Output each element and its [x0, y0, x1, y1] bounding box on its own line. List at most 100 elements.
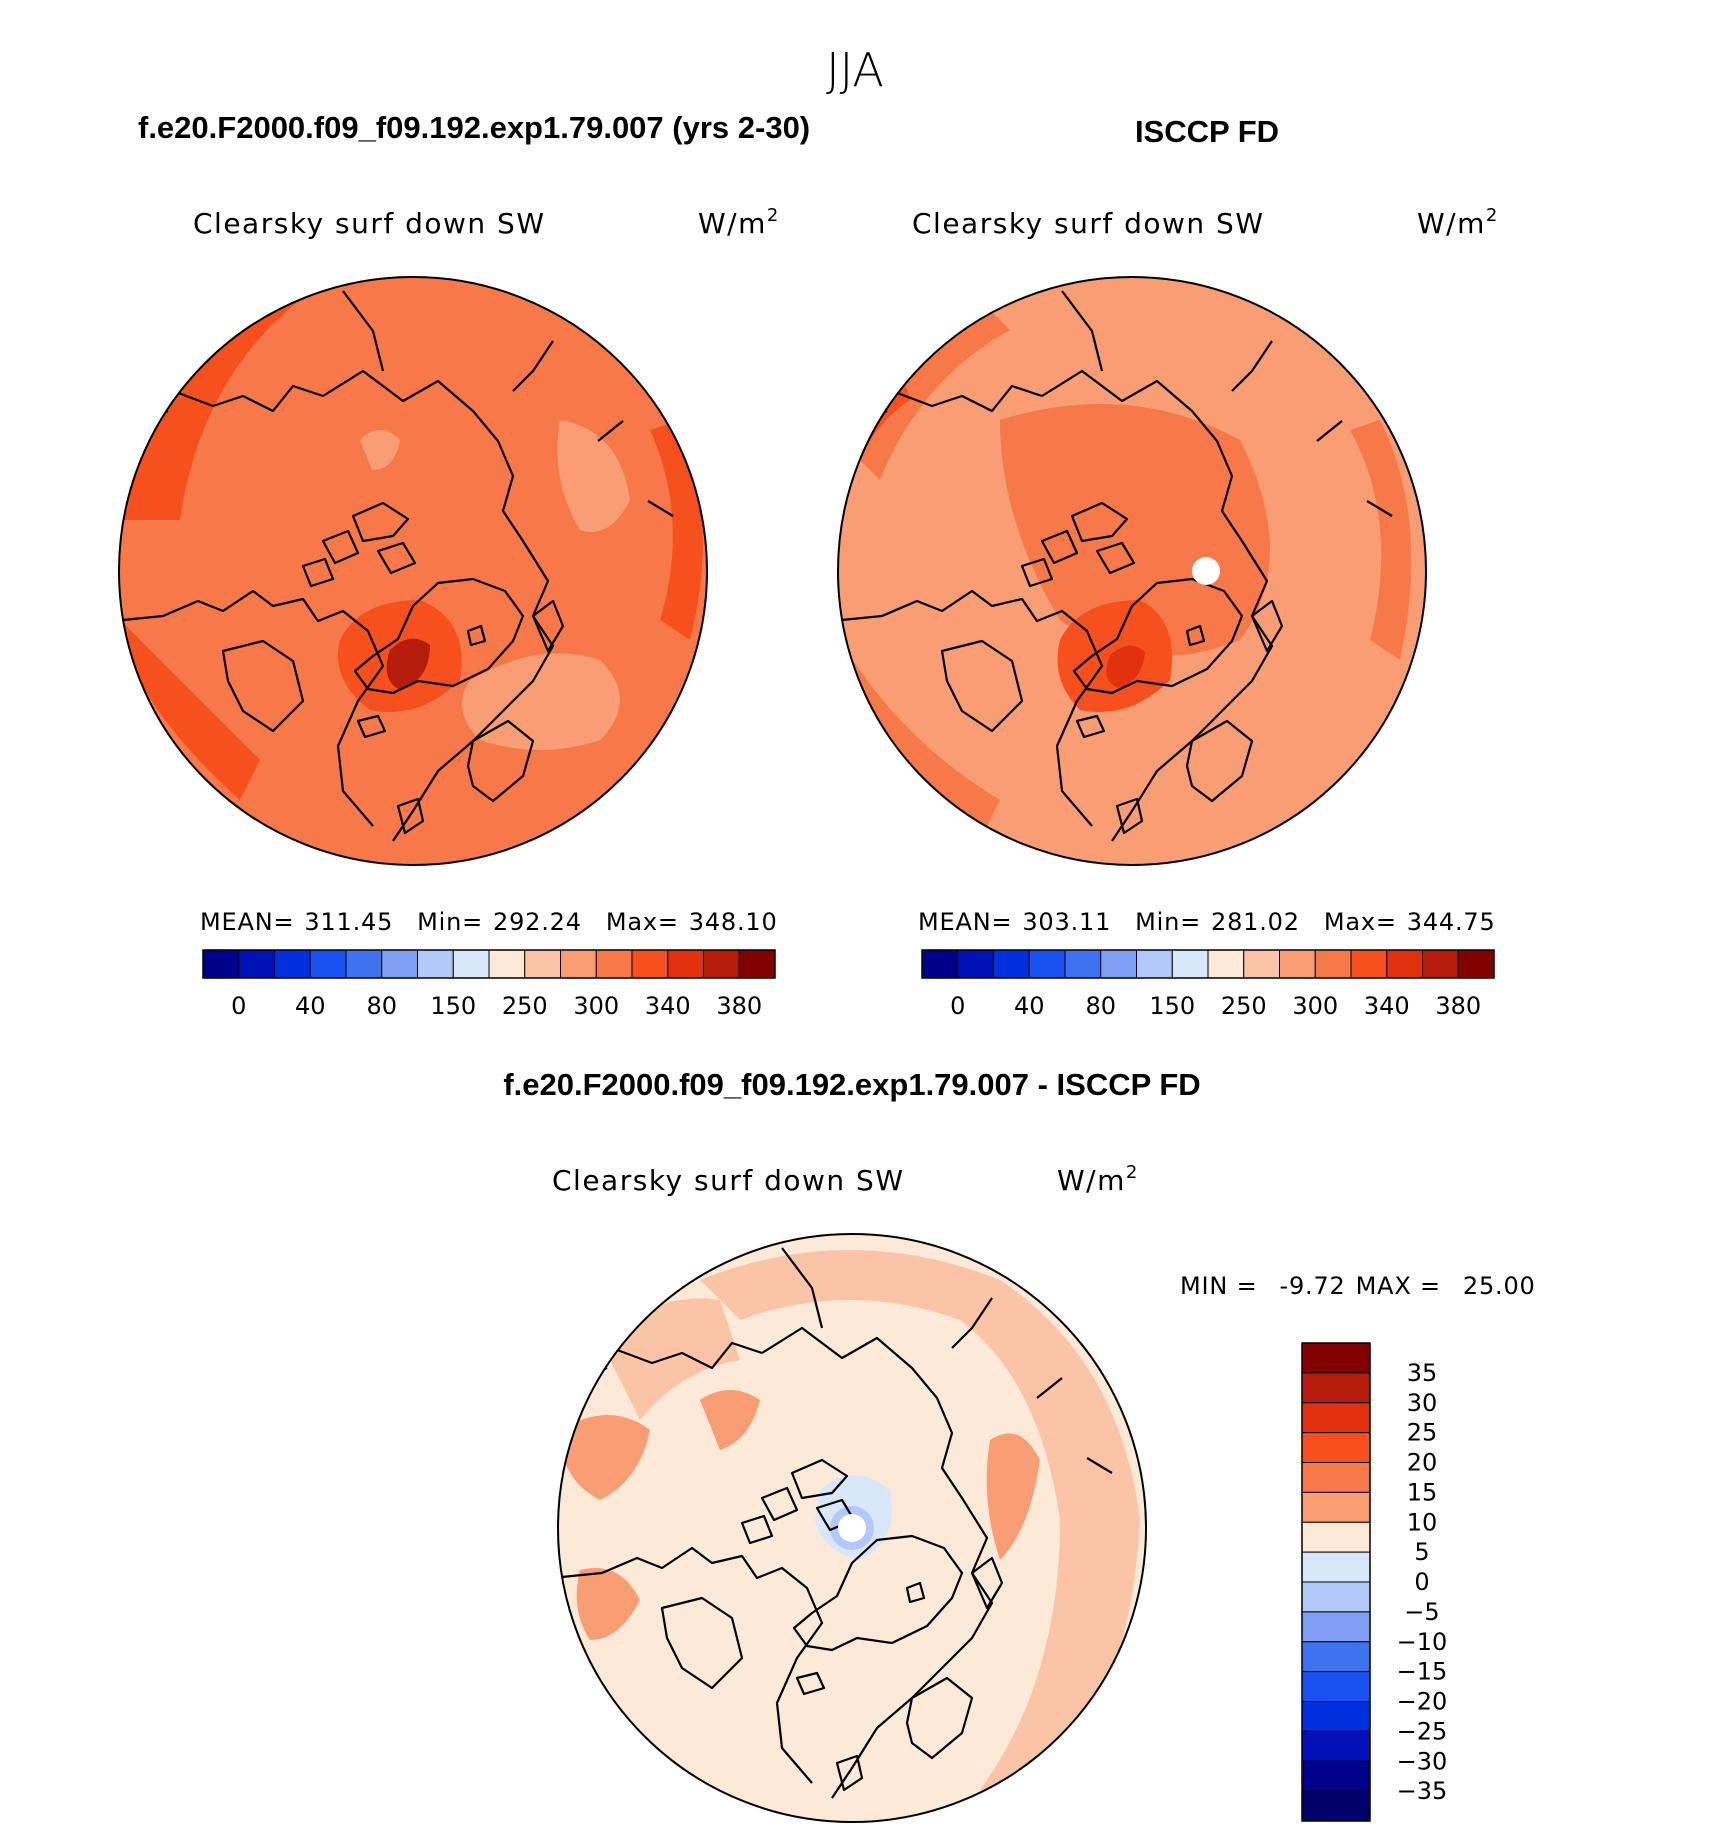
panel-model-colorbar-swatch [381, 949, 418, 979]
panel-difference-colorbar-tick-label: −15 [1397, 1658, 1448, 1686]
panel-difference-region-archipelago-high [560, 1415, 650, 1500]
panel-model-title: f.e20.F2000.f09_f09.192.exp1.79.007 (yrs… [138, 110, 810, 145]
panel-model-min-value: 292.24 [493, 908, 582, 936]
panel-difference-min-value: -9.72 [1279, 1272, 1345, 1300]
panel-obs-colorbar-tick-label: 380 [1435, 992, 1481, 1020]
panel-obs-stats: MEAN= 303.11 Min= 281.02 Max= 344.75 [918, 908, 1496, 936]
panel-difference-colorbar-tick-label: 15 [1407, 1478, 1438, 1506]
panel-obs-colorbar-tick-label: 40 [1014, 992, 1045, 1020]
panel-difference-region-baffin-high [700, 1390, 760, 1450]
panel-difference-colorbar-swatch [1301, 1641, 1371, 1673]
panel-difference-region-canada-high [576, 1568, 640, 1640]
panel-difference-units-exp: 2 [1126, 1162, 1139, 1183]
panel-obs-colorbar-swatch [1422, 949, 1459, 979]
panel-model-colorbar-tick-label: 0 [231, 992, 246, 1020]
panel-model-region-greenland-peak [386, 638, 430, 690]
panel-difference-colorbar-tick-label: 25 [1407, 1419, 1438, 1447]
panel-difference-map-field [558, 1234, 1146, 1822]
panel-difference-colorbar-tick-label: 5 [1414, 1538, 1429, 1566]
panel-obs-colorbar-swatch [993, 949, 1030, 979]
panel-obs-region-mid-pole [1000, 404, 1270, 656]
panel-difference-pole-hole [838, 1514, 866, 1542]
panel-difference-region-kara-high [986, 1433, 1040, 1560]
panel-model-region-high-east [650, 420, 703, 640]
panel-model-colorbar-tick-label: 380 [716, 992, 762, 1020]
panel-obs-title: ISCCP FD [1135, 114, 1279, 149]
panel-model-colorbar-frame [202, 949, 776, 979]
panel-difference-colorbar-tick-label: −10 [1397, 1628, 1448, 1656]
panel-model-colorbar-swatch [238, 949, 275, 979]
panel-obs-colorbar-swatch [1100, 949, 1137, 979]
panel-obs-colorbar-tick-label: 80 [1085, 992, 1116, 1020]
panel-obs-min-value: 281.02 [1211, 908, 1300, 936]
panel-model-colorbar-swatch [667, 949, 704, 979]
panel-model-colorbar-tick-label: 150 [430, 992, 476, 1020]
panel-obs-colorbar-swatch [1243, 949, 1280, 979]
panel-difference-colorbar-swatch [1301, 1491, 1371, 1523]
panel-model-min-label: Min= [417, 908, 483, 936]
panel-obs-colorbar-tick-label: 150 [1149, 992, 1195, 1020]
panel-difference-colorbar-tick-label: −25 [1397, 1717, 1448, 1745]
panel-difference-colorbar-swatch [1301, 1551, 1371, 1583]
panel-obs-colorbar-swatch [1064, 949, 1102, 979]
panel-difference-colorbar-swatch [1301, 1760, 1371, 1792]
panel-obs-colorbar-swatch [1314, 949, 1352, 979]
panel-difference-stats: MIN = -9.72 MAX = 25.00 [1180, 1272, 1536, 1300]
panel-difference-colorbar-swatch [1301, 1701, 1371, 1732]
panel-model-colorbar: 0 40 80 150 250 300 340 380 [202, 949, 776, 1020]
panel-obs-colorbar-swatch [1136, 949, 1173, 979]
panel-model-colorbar-swatch [631, 949, 669, 979]
panel-model-colorbar-swatch [595, 949, 633, 979]
panel-difference-colorbar-swatch [1301, 1342, 1371, 1374]
panel-difference-colorbar-swatch [1301, 1521, 1371, 1553]
panel-obs-pole-hole [1192, 557, 1220, 585]
panel-obs-colorbar-frame [921, 949, 1495, 979]
panel-difference-colorbar-tick-label: 10 [1407, 1508, 1438, 1536]
panel-difference-colorbar-tick-label: −30 [1397, 1747, 1448, 1775]
panel-difference: f.e20.F2000.f09_f09.192.exp1.79.007 - IS… [503, 1067, 1536, 1823]
panel-obs-colorbar-swatch [1279, 949, 1316, 979]
panel-obs-max-value: 344.75 [1407, 908, 1496, 936]
panel-obs-colorbar-tick-label: 0 [950, 992, 965, 1020]
panel-difference-colorbar-swatch [1301, 1432, 1371, 1463]
panel-difference-colorbar-swatch [1301, 1671, 1371, 1702]
panel-model: f.e20.F2000.f09_f09.192.exp1.79.007 (yrs… [118, 110, 810, 1020]
panel-model-mean-value: 311.45 [304, 908, 393, 936]
panel-obs-mean-label: MEAN= [918, 908, 1012, 936]
panel-obs-region-greenland-peak [1106, 645, 1145, 688]
panel-model-colorbar-swatch [738, 949, 776, 979]
panel-difference-units: W/m2 [1057, 1162, 1139, 1197]
panel-difference-colorbar-tick-label: −35 [1397, 1777, 1448, 1805]
panel-difference-colorbar-swatch [1301, 1372, 1371, 1404]
panel-difference-colorbar-frame [1301, 1342, 1371, 1822]
panel-model-region-low-archipelago [360, 430, 400, 470]
panel-model-units-exp: 2 [767, 205, 780, 226]
panel-obs-units-exp: 2 [1486, 205, 1499, 226]
panel-difference-colorbar-swatch [1301, 1611, 1371, 1643]
panel-obs-colorbar-swatch [1457, 949, 1495, 979]
panel-difference-colorbar-swatch [1301, 1790, 1371, 1822]
panel-model-colorbar-swatch [202, 949, 240, 979]
panel-obs-region-mid-east [1350, 420, 1412, 660]
panel-obs-region-mid-west [840, 300, 1010, 480]
panel-difference-colorbar-swatch [1301, 1402, 1371, 1434]
panel-obs-colorbar-swatch [1207, 949, 1245, 979]
panel-model-mean-label: MEAN= [200, 908, 294, 936]
panel-obs-map-outline [837, 276, 1427, 866]
panel-model-map-outline [118, 276, 708, 866]
panel-obs-region-mid-sw [840, 640, 1000, 840]
panel-difference-colorbar-tick-label: 30 [1407, 1389, 1438, 1417]
panel-model-colorbar-swatch [309, 949, 347, 979]
panel-obs-map-field [838, 277, 1426, 865]
panel-model-colorbar-swatch [524, 949, 561, 979]
panel-obs-colorbar-swatch [1350, 949, 1388, 979]
panel-obs-colorbar-swatch [1171, 949, 1209, 979]
panel-difference-colorbar-swatch [1301, 1581, 1371, 1613]
panel-model-max-value: 348.10 [689, 908, 778, 936]
panel-obs: ISCCP FD Clearsky surf down SW W/m2 MEAN… [837, 114, 1499, 1020]
panel-difference-colorbar-tick-label: 20 [1407, 1449, 1438, 1477]
panel-obs-colorbar-swatch [1028, 949, 1066, 979]
panel-obs-colorbar-tick-label: 300 [1292, 992, 1338, 1020]
panel-difference-colorbar-tick-label: −20 [1397, 1688, 1448, 1716]
panel-model-colorbar-tick-label: 250 [502, 992, 548, 1020]
